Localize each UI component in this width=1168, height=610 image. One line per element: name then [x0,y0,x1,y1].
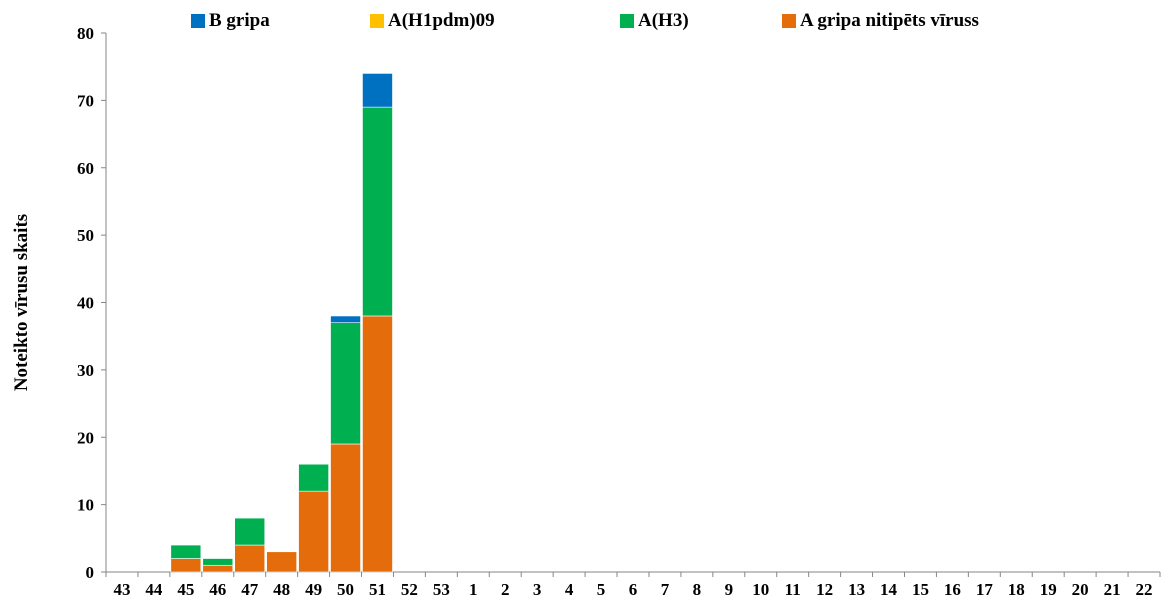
y-tick-label: 70 [77,91,94,110]
bar-segment [266,551,297,573]
y-tick-label: 40 [77,294,94,313]
y-tick-label: 60 [77,159,94,178]
bar-segment [170,558,202,573]
legend-swatch [370,14,384,28]
x-tick-label: 10 [752,580,769,599]
bar-segment [330,322,361,445]
x-tick-label: 21 [1104,580,1121,599]
x-tick-label: 9 [725,580,734,599]
bar-segment [234,544,266,573]
legend-item: B gripa [191,10,270,32]
bar-segment [234,517,266,546]
x-tick-label: 52 [401,580,418,599]
legend-label: A gripa nitipēts vīruss [800,10,979,31]
y-tick-label: 50 [77,226,94,245]
bar-segment [202,558,234,566]
x-tick-label: 22 [1136,580,1153,599]
x-tick-label: 16 [944,580,961,599]
y-tick-label: 80 [77,24,94,43]
legend-swatch [782,14,796,28]
bar-segment [298,490,329,573]
y-axis-label: Noteikto vīrusu skaits [11,214,32,391]
legend-label: B gripa [209,10,270,31]
x-tick-label: 15 [912,580,929,599]
legend-label: A(H3) [638,10,689,31]
x-tick-label: 13 [848,580,865,599]
x-tick-label: 8 [693,580,702,599]
bar-segment [170,544,202,559]
x-tick-label: 11 [785,580,801,599]
x-tick-label: 49 [305,580,322,599]
legend-item: A(H1pdm)09 [370,10,495,32]
x-tick-label: 3 [533,580,542,599]
x-tick-label: 43 [113,580,130,599]
x-tick-label: 7 [661,580,670,599]
x-tick-label: 5 [597,580,606,599]
legend: B gripa A(H1pdm)09 A(H3) A gripa nitipēts v… [0,6,1168,36]
x-tick-label: 48 [273,580,290,599]
x-tick-label: 53 [433,580,450,599]
bar-segment [362,73,393,108]
x-tick-label: 20 [1072,580,1089,599]
x-tick-label: 6 [629,580,638,599]
x-tick-label: 47 [241,580,259,599]
bar-segment [330,443,361,573]
x-tick-label: 51 [369,580,386,599]
bar-segment [330,315,361,324]
legend-swatch [620,14,634,28]
legend-item: A gripa nitipēts vīruss [782,10,979,32]
x-tick-label: 2 [501,580,510,599]
legend-label: A(H1pdm)09 [388,10,495,31]
bar-segment [362,315,393,573]
bar-segment [202,564,234,573]
x-tick-label: 44 [145,580,163,599]
x-tick-label: 18 [1008,580,1025,599]
x-tick-label: 14 [880,580,898,599]
x-tick-label: 4 [565,580,574,599]
bar-segment [298,463,329,492]
y-tick-label: 0 [86,563,95,582]
x-tick-label: 50 [337,580,354,599]
x-tick-label: 46 [209,580,226,599]
y-tick-label: 10 [77,496,94,515]
bar-segment [362,106,393,317]
legend-item: A(H3) [620,10,689,32]
x-tick-label: 1 [469,580,478,599]
x-tick-label: 17 [976,580,994,599]
x-tick-label: 12 [816,580,833,599]
x-tick-label: 45 [177,580,194,599]
y-tick-label: 20 [77,428,94,447]
x-tick-label: 19 [1040,580,1057,599]
y-tick-label: 30 [77,361,94,380]
legend-swatch [191,14,205,28]
